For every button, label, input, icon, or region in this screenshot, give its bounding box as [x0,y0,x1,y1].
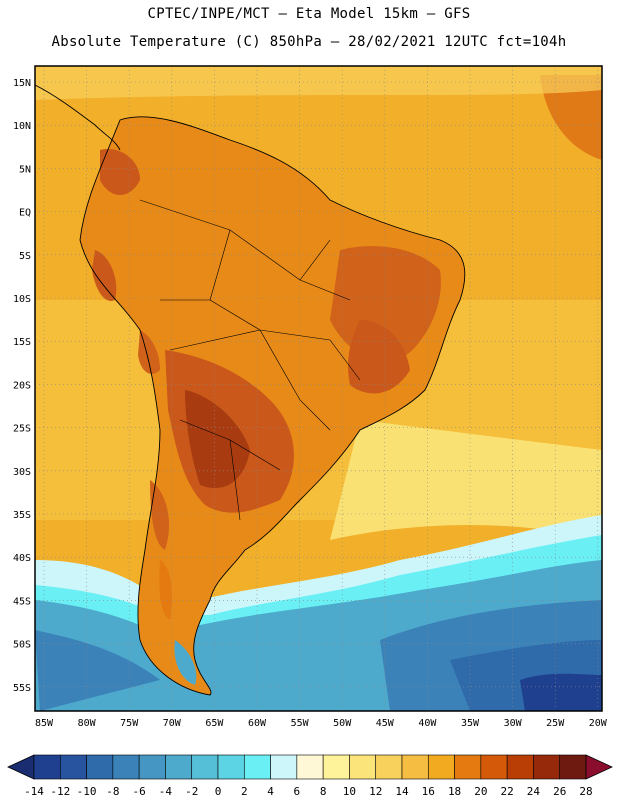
colorbar-label: -2 [185,785,198,798]
lat-label: 45S [13,596,31,607]
colorbar-label: 18 [448,785,461,798]
coastline-path [79,116,466,696]
colorbar-swatch [533,754,561,780]
lat-label: 35S [13,510,31,521]
colorbar-swatch [112,754,140,780]
colorbar-label: 8 [320,785,327,798]
colorbar-swatch [165,754,193,780]
lat-label: 25S [13,424,31,435]
lon-label: 20W [589,718,608,729]
colorbar-swatch [59,754,87,780]
colorbar-label: 20 [474,785,487,798]
colorbar-label: 12 [369,785,382,798]
colorbar: -14 -12 -10 -8 -6 -4 -2 0 2 4 6 8 10 12 14 16 18 20 22 24 26… [7,754,613,798]
lat-label: 55S [13,683,31,694]
colorbar-swatch [191,754,219,780]
lat-label: 5S [19,251,31,262]
colorbar-swatch [33,754,61,780]
colorbar-label: 0 [215,785,222,798]
lat-label: 20S [13,380,31,391]
colorbar-under-arrow [7,754,35,780]
colorbar-label: 28 [579,785,592,798]
colorbar-label: 10 [343,785,356,798]
colorbar-label: -14 [24,785,44,798]
lat-label: 5N [19,164,31,175]
colorbar-swatch [454,754,482,780]
graticule [35,66,602,711]
colorbar-label: 14 [395,785,409,798]
title-line-2: Absolute Temperature (C) 850hPa – 28/02/… [51,34,567,50]
lon-label: 60W [248,718,267,729]
lon-label: 45W [376,718,395,729]
colorbar-swatch [322,754,350,780]
colorbar-label: -6 [133,785,146,798]
lat-label: 50S [13,640,31,651]
colorbar-label: 6 [294,785,301,798]
colorbar-label: 26 [553,785,566,798]
colorbar-label: 22 [501,785,514,798]
central-america-coast [35,84,121,151]
lat-label: 10N [13,121,31,132]
colorbar-swatch [138,754,166,780]
colorbar-over-arrow [585,754,613,780]
lat-label: 15N [13,78,31,89]
colorbar-label: -8 [106,785,119,798]
colorbar-swatch [243,754,271,780]
coastlines [35,84,466,696]
lon-label: 80W [78,718,97,729]
lon-label: 75W [120,718,139,729]
longitude-labels: 85W 80W 75W 70W 65W 60W 55W 50W 45W 40W 35W 30W 25W 2… [35,718,608,729]
lon-label: 35W [461,718,480,729]
colorbar-swatch [427,754,455,780]
lat-label: EQ [19,208,31,219]
lon-label: 30W [504,718,523,729]
latitude-labels: 15N 10N 5N EQ 5S 10S 15S 20S 25S 30S 35S 40S 45S 50S 5… [13,78,31,694]
temperature-field [35,66,602,711]
colorbar-label: -4 [159,785,173,798]
colorbar-swatch [86,754,114,780]
colorbar-swatch [296,754,324,780]
colorbar-swatch [217,754,245,780]
title-line-1: CPTEC/INPE/MCT – Eta Model 15km – GFS [147,6,471,22]
colorbar-label: 4 [267,785,274,798]
lat-label: 30S [13,467,31,478]
lon-label: 70W [163,718,182,729]
colorbar-swatch [506,754,534,780]
colorbar-label: 24 [527,785,541,798]
lat-label: 40S [13,553,31,564]
colorbar-swatch [559,754,587,780]
colorbar-swatch [270,754,298,780]
colorbar-label: -12 [50,785,70,798]
lon-label: 55W [291,718,310,729]
lon-label: 25W [546,718,565,729]
colorbar-swatch [349,754,377,780]
lon-label: 85W [35,718,54,729]
border-lines [139,199,361,521]
lat-label: 15S [13,337,31,348]
colorbar-swatch [480,754,508,780]
colorbar-swatch [401,754,429,780]
lon-label: 50W [333,718,352,729]
map-frame [34,65,603,712]
lon-label: 40W [418,718,437,729]
colorbar-label: 2 [241,785,248,798]
colorbar-label: 16 [422,785,435,798]
lat-label: 10S [13,294,31,305]
colorbar-label: -10 [77,785,97,798]
lon-label: 65W [205,718,224,729]
colorbar-swatch [375,754,403,780]
